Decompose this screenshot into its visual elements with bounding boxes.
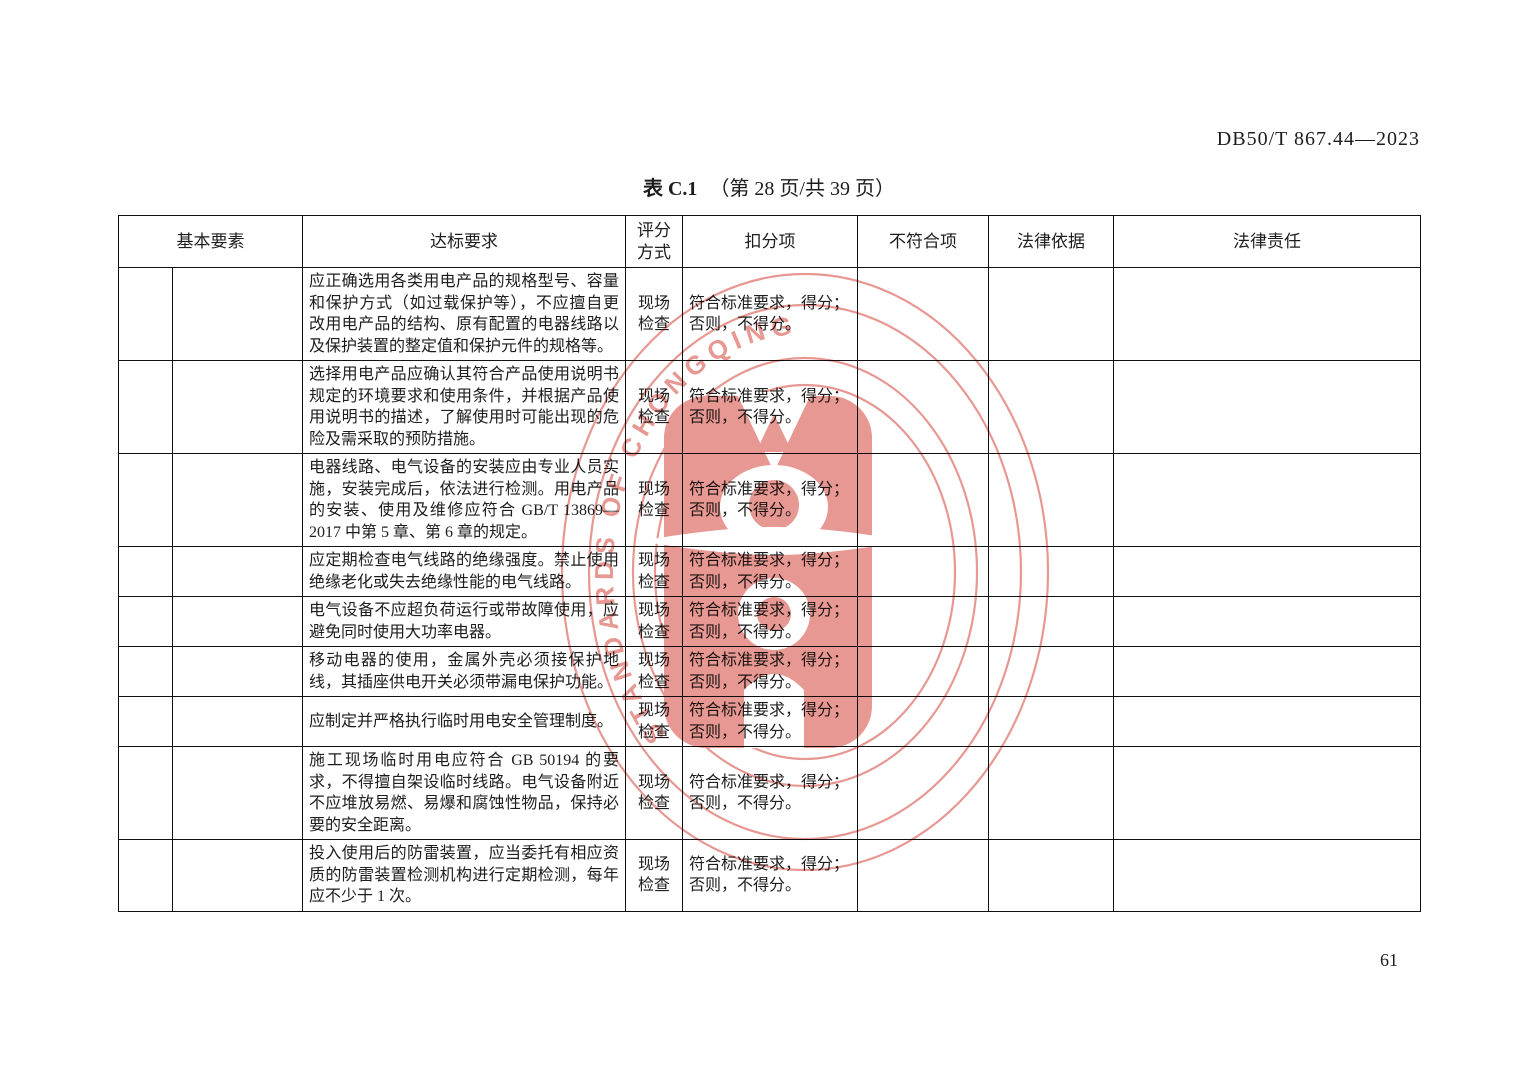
cell-section	[118, 839, 173, 912]
table-row: 施工现场临时用电应符合 GB 50194 的要求，不得擅自架设临时线路。电气设备…	[118, 746, 1421, 840]
cell-deduction: 符合标准要求，得分； 否则，不得分。	[682, 546, 858, 597]
cell-requirement: 施工现场临时用电应符合 GB 50194 的要求，不得擅自架设临时线路。电气设备…	[302, 746, 626, 840]
cell-legal-basis	[988, 596, 1114, 647]
cell-legal-basis	[988, 646, 1114, 697]
cell-requirement: 应定期检查电气线路的绝缘强度。禁止使用绝缘老化或失去绝缘性能的电气线路。	[302, 546, 626, 597]
cell-legal-liability	[1113, 839, 1421, 912]
table-title: 表 C.1 （第 28 页/共 39 页）	[118, 172, 1420, 201]
cell-legal-liability	[1113, 360, 1421, 454]
cell-legal-basis	[988, 746, 1114, 840]
header-requirement: 达标要求	[302, 215, 626, 268]
table-row: 投入使用后的防雷装置，应当委托有相应资质的防雷装置检测机构进行定期检测，每年应不…	[118, 839, 1421, 912]
cell-legal-basis	[988, 546, 1114, 597]
cell-legal-liability	[1113, 546, 1421, 597]
cell-nonconformity	[857, 360, 989, 454]
cell-legal-liability	[1113, 267, 1421, 361]
cell-method: 现场检查	[625, 453, 683, 547]
cell-basic-element	[172, 267, 303, 361]
table-label: 表 C.1	[642, 178, 698, 200]
header-nonconformity: 不符合项	[857, 215, 989, 268]
cell-method: 现场检查	[625, 267, 683, 361]
cell-requirement: 投入使用后的防雷装置，应当委托有相应资质的防雷装置检测机构进行定期检测，每年应不…	[302, 839, 626, 912]
cell-legal-liability	[1113, 596, 1421, 647]
cell-deduction: 符合标准要求，得分； 否则，不得分。	[682, 453, 858, 547]
cell-legal-liability	[1113, 746, 1421, 840]
table-page-caption: （第 28 页/共 39 页）	[709, 178, 895, 200]
cell-legal-liability	[1113, 646, 1421, 697]
table-row: 应正确选用各类用电产品的规格型号、容量和保护方式（如过载保护等），不应擅自更改用…	[118, 267, 1421, 361]
cell-requirement: 应正确选用各类用电产品的规格型号、容量和保护方式（如过载保护等），不应擅自更改用…	[302, 267, 626, 361]
cell-deduction: 符合标准要求，得分； 否则，不得分。	[682, 746, 858, 840]
header-basic-element: 基本要素	[118, 215, 303, 268]
table-row: 移动电器的使用，金属外壳必须接保护地线，其插座供电开关必须带漏电保护功能。 现场…	[118, 646, 1421, 697]
cell-section	[118, 360, 173, 454]
cell-deduction: 符合标准要求，得分； 否则，不得分。	[682, 267, 858, 361]
cell-requirement: 移动电器的使用，金属外壳必须接保护地线，其插座供电开关必须带漏电保护功能。	[302, 646, 626, 697]
cell-section	[118, 646, 173, 697]
cell-basic-element	[172, 839, 303, 912]
checklist-table: 基本要素 达标要求 评分方式 扣分项 不符合项 法律依据 法律责任 应正确选用各…	[118, 215, 1421, 912]
cell-requirement: 电器线路、电气设备的安装应由专业人员实施，安装完成后，依法进行检测。用电产品的安…	[302, 453, 626, 547]
cell-nonconformity	[857, 596, 989, 647]
cell-section	[118, 596, 173, 647]
cell-nonconformity	[857, 546, 989, 597]
cell-legal-basis	[988, 360, 1114, 454]
cell-basic-element	[172, 646, 303, 697]
table-row: 应制定并严格执行临时用电安全管理制度。 现场检查 符合标准要求，得分； 否则，不…	[118, 696, 1421, 747]
cell-nonconformity	[857, 839, 989, 912]
cell-nonconformity	[857, 696, 989, 747]
table-row: 选择用电产品应确认其符合产品使用说明书规定的环境要求和使用条件，并根据产品使用说…	[118, 360, 1421, 454]
table-row: 电器线路、电气设备的安装应由专业人员实施，安装完成后，依法进行检测。用电产品的安…	[118, 453, 1421, 547]
cell-legal-basis	[988, 267, 1114, 361]
cell-legal-basis	[988, 696, 1114, 747]
cell-nonconformity	[857, 746, 989, 840]
cell-nonconformity	[857, 267, 989, 361]
cell-method: 现场检查	[625, 596, 683, 647]
cell-method: 现场检查	[625, 746, 683, 840]
cell-requirement: 应制定并严格执行临时用电安全管理制度。	[302, 696, 626, 747]
cell-method: 现场检查	[625, 696, 683, 747]
cell-method: 现场检查	[625, 839, 683, 912]
cell-section	[118, 546, 173, 597]
cell-basic-element	[172, 746, 303, 840]
cell-deduction: 符合标准要求，得分； 否则，不得分。	[682, 839, 858, 912]
header-legal-basis: 法律依据	[988, 215, 1114, 268]
cell-deduction: 符合标准要求，得分； 否则，不得分。	[682, 646, 858, 697]
cell-section	[118, 453, 173, 547]
cell-legal-liability	[1113, 453, 1421, 547]
cell-nonconformity	[857, 646, 989, 697]
cell-section	[118, 746, 173, 840]
cell-deduction: 符合标准要求，得分； 否则，不得分。	[682, 596, 858, 647]
cell-basic-element	[172, 596, 303, 647]
header-deduction: 扣分项	[682, 215, 858, 268]
cell-basic-element	[172, 453, 303, 547]
cell-section	[118, 267, 173, 361]
cell-requirement: 选择用电产品应确认其符合产品使用说明书规定的环境要求和使用条件，并根据产品使用说…	[302, 360, 626, 454]
header-legal-liability: 法律责任	[1113, 215, 1421, 268]
page-number: 61	[1380, 950, 1398, 970]
header-row: 基本要素 达标要求 评分方式 扣分项 不符合项 法律依据 法律责任	[118, 215, 1421, 268]
cell-method: 现场检查	[625, 360, 683, 454]
table-row: 电气设备不应超负荷运行或带故障使用，应避免同时使用大功率电器。 现场检查 符合标…	[118, 596, 1421, 647]
cell-method: 现场检查	[625, 546, 683, 597]
table-row: 应定期检查电气线路的绝缘强度。禁止使用绝缘老化或失去绝缘性能的电气线路。 现场检…	[118, 546, 1421, 597]
cell-deduction: 符合标准要求，得分； 否则，不得分。	[682, 360, 858, 454]
cell-basic-element	[172, 360, 303, 454]
cell-legal-liability	[1113, 696, 1421, 747]
cell-basic-element	[172, 696, 303, 747]
document-code: DB50/T 867.44—2023	[1216, 128, 1420, 150]
cell-method: 现场检查	[625, 646, 683, 697]
cell-legal-basis	[988, 839, 1114, 912]
cell-deduction: 符合标准要求，得分； 否则，不得分。	[682, 696, 858, 747]
cell-legal-basis	[988, 453, 1114, 547]
cell-basic-element	[172, 546, 303, 597]
cell-nonconformity	[857, 453, 989, 547]
cell-requirement: 电气设备不应超负荷运行或带故障使用，应避免同时使用大功率电器。	[302, 596, 626, 647]
header-scoring-method: 评分方式	[625, 215, 683, 268]
cell-section	[118, 696, 173, 747]
